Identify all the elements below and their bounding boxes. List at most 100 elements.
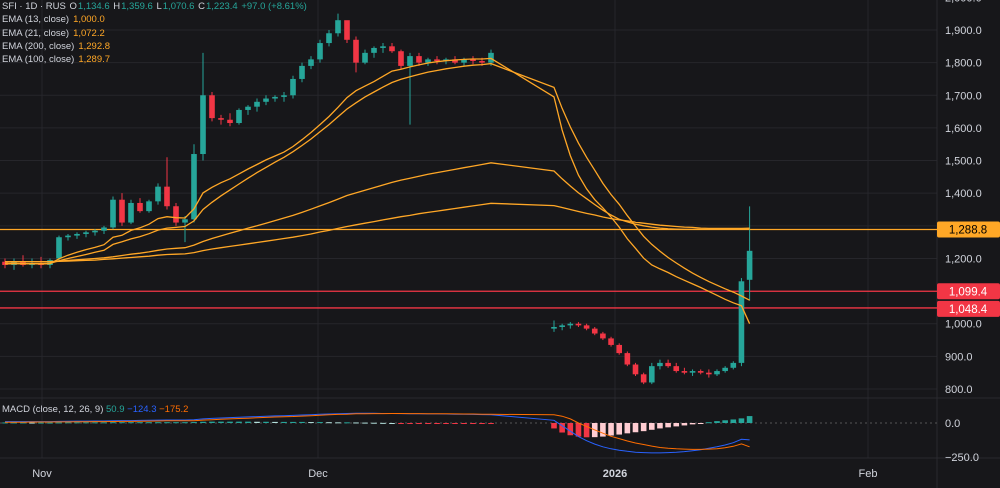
candle-body bbox=[452, 59, 458, 63]
indicator-legend: SFI · 1D · RUS O1,134.6 H1,359.6 L1,070.… bbox=[2, 0, 308, 66]
candle-body bbox=[83, 232, 89, 234]
candle-body bbox=[335, 20, 341, 34]
time-label: 2026 bbox=[603, 468, 627, 480]
legend-label: EMA (200, close) bbox=[2, 40, 75, 52]
candlestick-series bbox=[2, 13, 753, 385]
candle-body bbox=[479, 61, 485, 63]
macd-hist-bar bbox=[600, 423, 606, 437]
candle-body bbox=[434, 59, 440, 62]
candle-body bbox=[74, 233, 80, 236]
macd-hist-value: 50.9 bbox=[106, 404, 125, 415]
candle-body bbox=[461, 59, 467, 63]
macd-axis[interactable]: 0.0 −250.0 bbox=[945, 418, 979, 464]
candle-body bbox=[245, 106, 251, 110]
macd-hist-bar bbox=[479, 423, 485, 424]
price-tick-label: 2,000.0 bbox=[945, 0, 982, 4]
price-tick-label: 900.0 bbox=[945, 351, 973, 363]
macd-hist-bar bbox=[398, 423, 404, 424]
macd-hist-bar bbox=[2, 422, 8, 424]
macd-hist-bar bbox=[583, 423, 590, 438]
price-tick-label: 1,200.0 bbox=[945, 253, 982, 265]
candle-body bbox=[624, 353, 631, 365]
price-tick-label: 1,400.0 bbox=[945, 188, 982, 200]
candle-body bbox=[567, 323, 574, 326]
macd-hist-bar bbox=[665, 423, 671, 428]
time-label: Dec bbox=[308, 468, 328, 480]
candle-body bbox=[182, 219, 188, 223]
candle-body bbox=[146, 201, 152, 212]
candle-body bbox=[559, 325, 565, 327]
macd-tick-label: −250.0 bbox=[945, 452, 979, 464]
candle-body bbox=[353, 39, 359, 63]
macd-hist-bar bbox=[65, 422, 71, 424]
macd-hist-bar bbox=[191, 422, 197, 424]
macd-hist-bar bbox=[317, 422, 323, 424]
high-value: 1,359.6 bbox=[121, 1, 153, 12]
macd-hist-bar bbox=[353, 422, 359, 424]
macd-hist-bar bbox=[137, 422, 143, 424]
macd-hist-bar bbox=[11, 422, 17, 424]
macd-line bbox=[5, 412, 750, 454]
candle-body bbox=[488, 52, 494, 63]
candle-body bbox=[155, 186, 161, 202]
macd-hist-bar bbox=[380, 422, 386, 424]
candle-body bbox=[389, 46, 395, 52]
candle-body bbox=[119, 199, 125, 223]
change-value: +97.0 (+8.61%) bbox=[241, 1, 307, 12]
macd-tick-label: 0.0 bbox=[945, 418, 960, 430]
low-label: L bbox=[156, 1, 162, 12]
legend-ema-200[interactable]: EMA (200, close) 1,292.8 bbox=[2, 40, 308, 53]
macd-hist-bar bbox=[362, 422, 368, 424]
macd-hist-bar bbox=[182, 422, 188, 424]
time-label: Feb bbox=[859, 468, 878, 480]
candle-body bbox=[254, 101, 260, 107]
legend-ema-21[interactable]: EMA (21, close) 1,072.2 bbox=[2, 27, 308, 40]
legend-ema-100[interactable]: EMA (100, close) 1,289.7 bbox=[2, 53, 308, 66]
macd-hist-bar bbox=[200, 421, 206, 423]
candle-body bbox=[281, 95, 287, 97]
legend-ema-13[interactable]: EMA (13, close) 1,000.0 bbox=[2, 13, 308, 26]
macd-hist-bar bbox=[673, 423, 680, 427]
macd-signal-value: −175.2 bbox=[159, 404, 189, 415]
candle-body bbox=[173, 206, 179, 223]
candle-body bbox=[65, 235, 71, 238]
candle-body bbox=[326, 33, 332, 44]
macd-hist-bar bbox=[567, 423, 574, 436]
candle-body bbox=[640, 374, 647, 383]
macd-hist-bar bbox=[470, 423, 476, 424]
candle-body bbox=[746, 250, 753, 280]
macd-hist-bar bbox=[649, 423, 655, 430]
time-axis[interactable]: Nov Dec 2026 Feb bbox=[32, 468, 877, 480]
ema-line bbox=[5, 202, 750, 263]
ema-line bbox=[5, 57, 751, 324]
macd-hist-bar bbox=[272, 421, 278, 423]
macd-hist-bar bbox=[254, 421, 260, 423]
macd-hist-bar bbox=[236, 421, 242, 423]
candle-body bbox=[227, 119, 233, 124]
macd-hist-bar bbox=[624, 423, 631, 434]
price-badge bbox=[937, 283, 1000, 300]
macd-hist-bar bbox=[425, 423, 431, 424]
close-label: C bbox=[198, 1, 205, 12]
ema-line bbox=[4, 62, 750, 301]
macd-hist-bar bbox=[128, 422, 134, 424]
macd-hist-bar bbox=[155, 422, 161, 424]
macd-hist-bar bbox=[227, 421, 233, 423]
high-label: H bbox=[113, 1, 121, 12]
symbol-label[interactable]: SFI · 1D · RUS bbox=[2, 1, 66, 12]
price-badge bbox=[937, 221, 1000, 238]
macd-hist-bar bbox=[173, 422, 179, 424]
macd-legend[interactable]: MACD (close, 12, 26, 9) 50.9 −124.3 −175… bbox=[2, 404, 188, 415]
candle-body bbox=[632, 364, 639, 375]
candle-body bbox=[380, 46, 386, 48]
macd-hist-bar bbox=[407, 423, 413, 424]
price-axis[interactable]: 1,900.0 1,800.0 1,700.0 1,600.0 1,500.0 1,400… bbox=[945, 0, 982, 396]
legend-value: 1,072.2 bbox=[73, 27, 105, 39]
candle-body bbox=[398, 51, 404, 66]
price-badges: 1,288.8 1,099.4 1,048.4 bbox=[937, 221, 1000, 317]
macd-hist-bar bbox=[443, 423, 449, 424]
candle-body bbox=[47, 260, 53, 265]
ema-line bbox=[5, 162, 750, 263]
candle-body bbox=[110, 199, 116, 228]
